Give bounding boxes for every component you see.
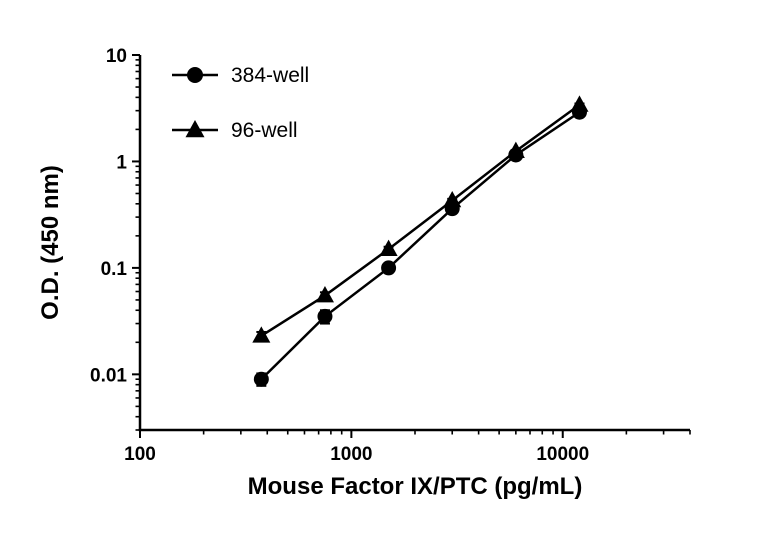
x-axis-tick-label: 10000 bbox=[536, 444, 589, 465]
error-bars-384-well bbox=[256, 109, 585, 387]
legend-entry-96-well: 96-well bbox=[172, 119, 298, 142]
series-markers-384-well bbox=[253, 104, 587, 387]
data-point-circle bbox=[317, 308, 333, 324]
y-axis-tick-label: 1 bbox=[116, 152, 127, 173]
legend-entry-384-well: 384-well bbox=[172, 64, 309, 87]
data-point-triangle bbox=[315, 286, 334, 303]
y-axis-tick-label: 0.01 bbox=[90, 365, 127, 386]
legend-triangle-marker-icon bbox=[185, 120, 205, 138]
data-point-circle bbox=[253, 371, 269, 387]
data-point-circle bbox=[381, 260, 397, 276]
legend-label: 384-well bbox=[231, 64, 309, 87]
y-axis-tick-label: 0.1 bbox=[101, 259, 128, 280]
error-bars-96-well bbox=[256, 102, 585, 342]
y-axis-title: O.D. (450 nm) bbox=[37, 165, 64, 320]
y-axis-tick-label: 10 bbox=[106, 46, 127, 67]
data-point-triangle bbox=[570, 95, 589, 112]
plot-root: 100 1000 10000 0.01 0.1 1 10 Mouse Factor IX/PT… bbox=[37, 46, 691, 500]
data-point-triangle bbox=[443, 190, 462, 208]
legend-circle-marker-icon bbox=[187, 67, 203, 83]
x-axis-title: Mouse Factor IX/PTC (pg/mL) bbox=[248, 473, 583, 500]
data-point-triangle bbox=[506, 141, 525, 158]
x-axis-tick-label: 1000 bbox=[330, 444, 372, 465]
data-point-triangle bbox=[252, 326, 271, 343]
legend-label: 96-well bbox=[231, 119, 298, 142]
series-markers-96-well bbox=[252, 95, 589, 343]
legend: 384-well 96-well bbox=[172, 64, 309, 142]
series-line-384-well bbox=[260, 111, 581, 381]
data-point-triangle bbox=[379, 239, 398, 256]
axis-ticks: 100 1000 10000 0.01 0.1 1 10 bbox=[90, 46, 691, 465]
series-line-96-well bbox=[260, 103, 581, 337]
x-axis-tick-label: 100 bbox=[124, 444, 156, 465]
